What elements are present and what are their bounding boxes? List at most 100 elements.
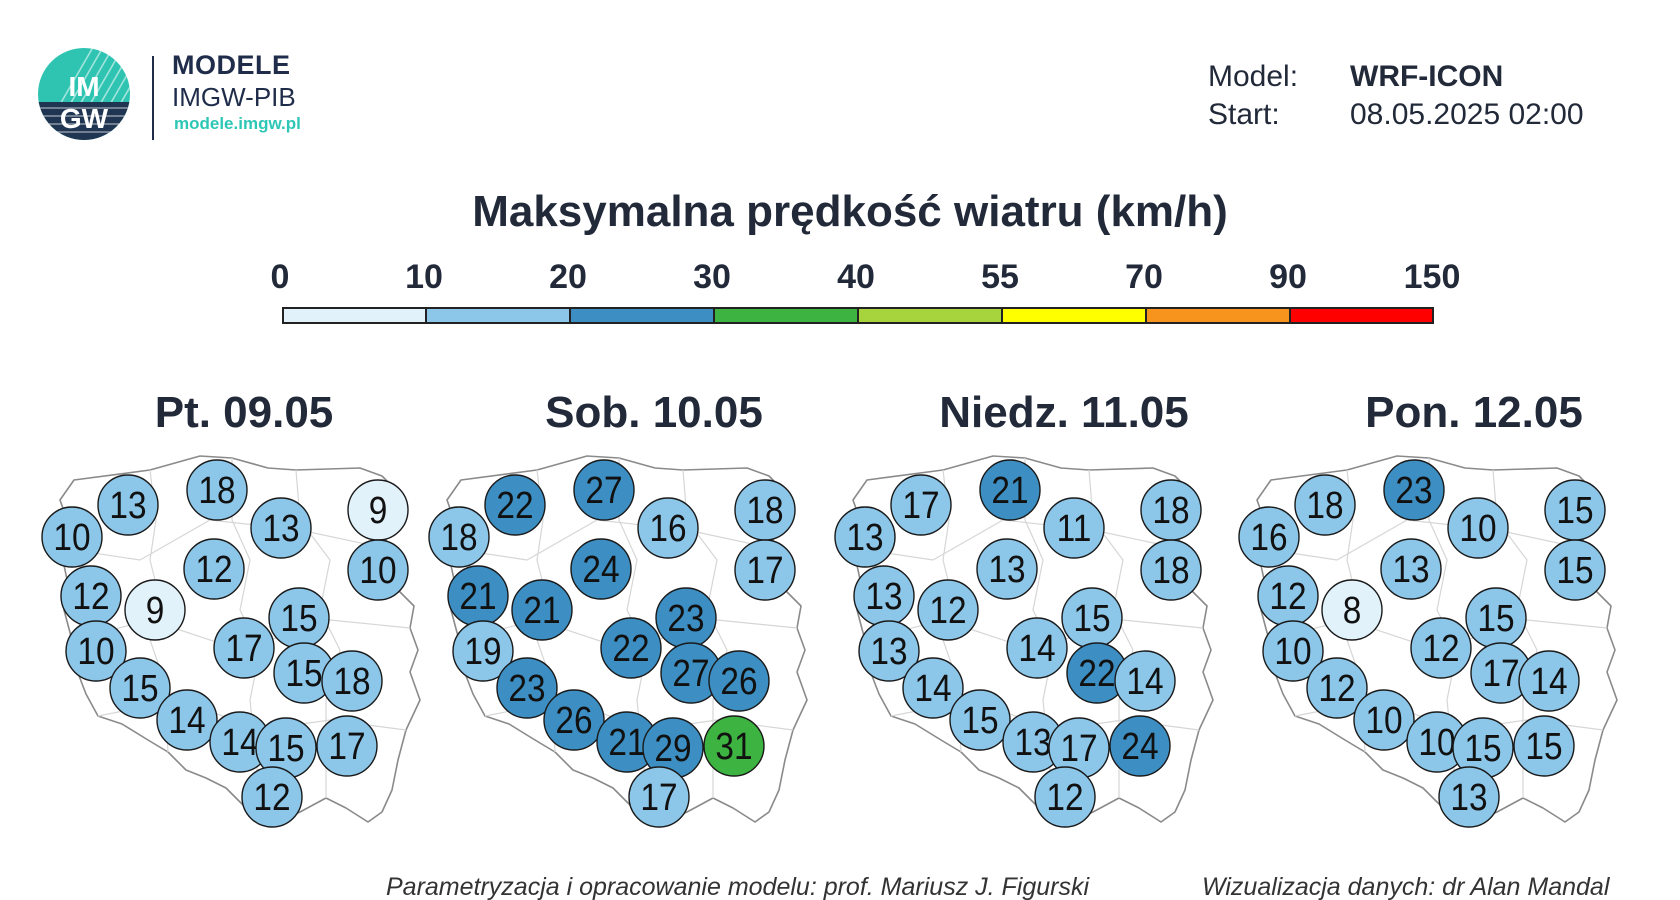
day-title: Pt. 09.05: [154, 388, 334, 437]
wind-bubble: [41, 506, 103, 568]
wind-value: 15: [121, 667, 158, 709]
scale-segment: [1146, 307, 1290, 324]
region-border: [231, 458, 263, 819]
wind-value: 13: [1014, 721, 1051, 763]
wind-value: 13: [1392, 548, 1429, 590]
wind-bubble: [109, 657, 171, 719]
wind-value: 15: [1073, 597, 1110, 639]
logo-text-bottom: GW: [60, 103, 109, 134]
wind-value: 18: [198, 469, 235, 511]
wind-bubble: [703, 715, 765, 777]
wind-value: 15: [1464, 727, 1501, 769]
scale-segment: [714, 307, 858, 324]
logo-text-top: IM: [68, 71, 99, 102]
imgw-logo: IM GW: [38, 48, 130, 140]
wind-value: 12: [1422, 627, 1459, 669]
region-border: [1428, 458, 1460, 819]
brand-subtitle: IMGW-PIB: [172, 82, 296, 112]
wind-value: 24: [1121, 725, 1158, 767]
wind-value: 15: [1525, 725, 1562, 767]
wind-bubble: [708, 650, 770, 712]
wind-bubble: [1306, 657, 1368, 719]
wind-value: 27: [672, 652, 709, 694]
wind-value: 15: [280, 597, 317, 639]
wind-value: 15: [267, 727, 304, 769]
wind-bubble: [1544, 539, 1606, 601]
wind-bubble: [186, 459, 248, 521]
wind-value: 12: [1269, 575, 1306, 617]
scale-tick: [1145, 307, 1147, 324]
wind-bubble: [1034, 766, 1096, 828]
wind-value: 13: [1450, 776, 1487, 818]
wind-bubble: [124, 579, 186, 641]
wind-value: 10: [1274, 630, 1311, 672]
wind-bubble: [570, 538, 632, 600]
wind-value: 31: [715, 725, 752, 767]
wind-value: 14: [914, 667, 951, 709]
day-title: Niedz. 11.05: [939, 388, 1189, 437]
wind-bubble: [902, 657, 964, 719]
wind-bubble: [316, 715, 378, 777]
wind-value: 12: [195, 548, 232, 590]
wind-bubble: [1410, 617, 1472, 679]
wind-value: 24: [582, 548, 619, 590]
wind-bubble: [183, 538, 245, 600]
brand-divider: [152, 56, 154, 140]
wind-value: 14: [168, 699, 205, 741]
wind-value: 17: [1482, 652, 1519, 694]
wind-value: 12: [72, 575, 109, 617]
wind-value: 11: [1057, 507, 1092, 549]
wind-bubble: [1140, 539, 1202, 601]
wind-value: 22: [496, 484, 533, 526]
wind-bubble: [637, 497, 699, 559]
brand-name: MODELE: [172, 50, 291, 80]
scale-segment: [1290, 307, 1434, 324]
wind-value: 15: [285, 652, 322, 694]
wind-value: 13: [262, 507, 299, 549]
wind-value: 10: [1365, 699, 1402, 741]
wind-bubble: [452, 620, 514, 682]
wind-value: 9: [146, 589, 165, 631]
wind-bubble: [734, 539, 796, 601]
footer-credit-model: Parametryzacja i opracowanie modelu: pro…: [386, 873, 1090, 900]
wind-bubble: [1043, 497, 1105, 559]
wind-bubble: [1447, 497, 1509, 559]
start-label: Start:: [1208, 98, 1280, 131]
wind-bubble: [917, 579, 979, 641]
wind-value: 10: [359, 549, 396, 591]
wind-value: 18: [1306, 484, 1343, 526]
wind-value: 16: [649, 507, 686, 549]
wind-bubble: [321, 650, 383, 712]
footer-credit-visualization: Wizualizacja danych: dr Alan Mandal: [1202, 873, 1610, 900]
wind-bubble: [979, 459, 1041, 521]
wind-value: 17: [746, 549, 783, 591]
wind-value: 23: [508, 667, 545, 709]
wind-bubble: [1513, 715, 1575, 777]
wind-value: 14: [1018, 627, 1055, 669]
wind-bubble: [1006, 617, 1068, 679]
wind-value: 26: [720, 660, 757, 702]
wind-bubble: [1321, 579, 1383, 641]
wind-bubble: [890, 474, 952, 536]
wind-bubble: [1383, 459, 1445, 521]
wind-value: 12: [253, 776, 290, 818]
wind-bubble: [1238, 506, 1300, 568]
scale-label: 55: [981, 258, 1019, 296]
model-label: Model:: [1208, 60, 1299, 93]
scale-label: 0: [270, 258, 290, 296]
wind-value: 23: [1395, 469, 1432, 511]
brand-url[interactable]: modele.imgw.pl: [174, 114, 301, 133]
scale-label: 90: [1269, 258, 1307, 296]
scale-label: 150: [1403, 258, 1461, 296]
wind-value: 21: [991, 469, 1028, 511]
wind-bubble: [1438, 766, 1500, 828]
wind-bubble: [1262, 620, 1324, 682]
scale-label: 40: [837, 258, 875, 296]
wind-bubble: [949, 689, 1011, 751]
scale-label: 10: [405, 258, 443, 296]
scale-segment: [858, 307, 1002, 324]
wind-value: 18: [1152, 549, 1189, 591]
model-value: WRF-ICON: [1350, 60, 1504, 93]
